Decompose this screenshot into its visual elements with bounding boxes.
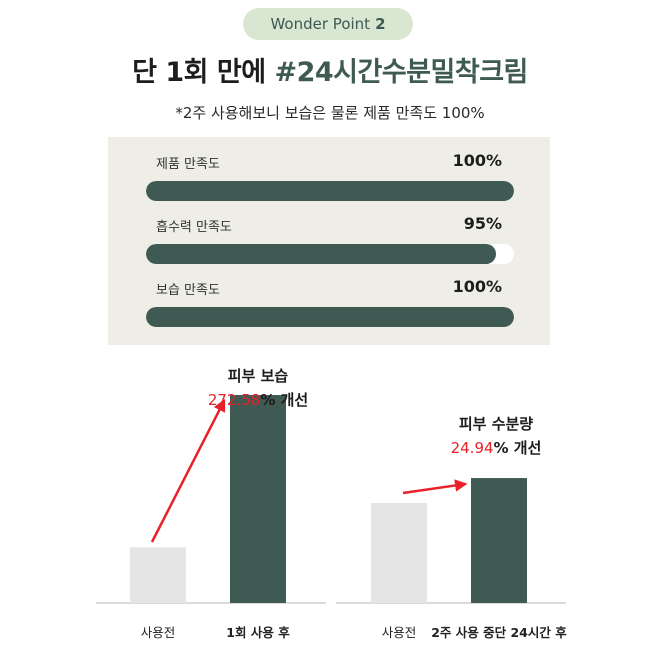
- metric-fill: [146, 244, 496, 264]
- badge-text: Wonder Point: [270, 15, 371, 33]
- headline-prefix: 단 1회 만에: [132, 57, 275, 88]
- category-label: 1회 사용 후: [226, 625, 290, 640]
- headline-accent: #24시간수분밀착크림: [274, 57, 528, 88]
- bar-before: [371, 503, 427, 603]
- bar-after: [471, 478, 527, 603]
- category-label: 사용전: [382, 625, 417, 640]
- metric-product-satisfaction: 제품 만족도 100%: [146, 151, 514, 209]
- metric-moisture-satisfaction: 보습 만족도 100%: [146, 277, 514, 335]
- chart-title: 피부 수분량: [459, 415, 533, 433]
- metric-value: 100%: [452, 151, 502, 170]
- metric-value: 95%: [463, 214, 502, 233]
- metric-fill: [146, 307, 514, 327]
- wonder-point-badge: Wonder Point 2: [243, 8, 413, 40]
- metric-label: 흡수력 만족도: [156, 220, 232, 235]
- category-label: 사용전: [141, 625, 176, 640]
- chart-title: 피부 보습: [228, 367, 289, 385]
- badge-number: 2: [375, 15, 386, 33]
- improvement-value: 272.58: [208, 391, 261, 409]
- improvement-arrow: [402, 479, 468, 495]
- improvement-value: 24.94: [451, 439, 494, 457]
- metric-track: [146, 244, 514, 264]
- category-label: 2주 사용 중단 24시간 후: [431, 625, 567, 640]
- metric-fill: [146, 181, 514, 201]
- bar-after: [230, 395, 286, 603]
- metric-label: 보습 만족도: [156, 283, 220, 298]
- bar-before: [130, 547, 186, 603]
- metric-absorption-satisfaction: 흡수력 만족도 95%: [146, 214, 514, 272]
- metric-label: 제품 만족도: [156, 157, 220, 172]
- satisfaction-panel: 제품 만족도 100% 흡수력 만족도 95% 보습 만족도 100%: [108, 137, 550, 345]
- improvement-label: 24.94% 개선: [451, 439, 542, 457]
- improvement-arrow: [150, 398, 226, 543]
- improvement-suffix: % 개선: [260, 391, 308, 409]
- headline: 단 1회 만에 #24시간수분밀착크림: [0, 50, 660, 89]
- improvement-suffix: % 개선: [494, 439, 542, 457]
- metric-track: [146, 181, 514, 201]
- improvement-label: 272.58% 개선: [208, 391, 308, 409]
- subline: *2주 사용해보니 보습은 물론 제품 만족도 100%: [175, 104, 485, 122]
- metric-track: [146, 307, 514, 327]
- metric-value: 100%: [452, 277, 502, 296]
